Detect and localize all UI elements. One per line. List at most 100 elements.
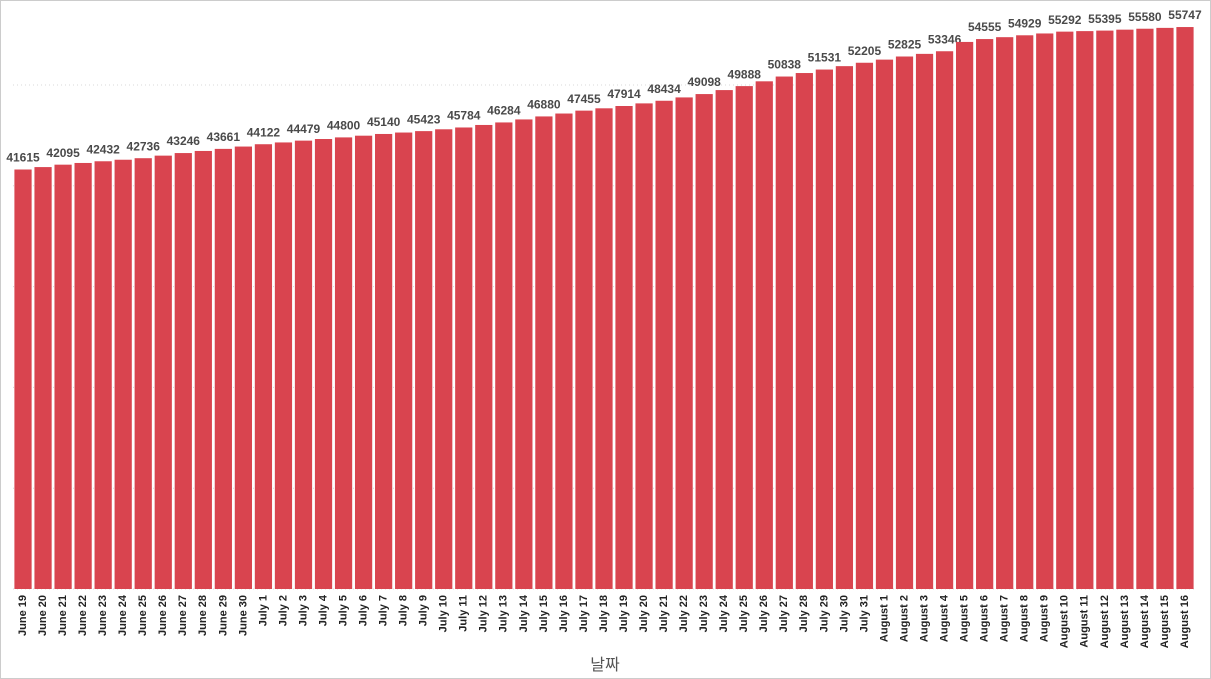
x-tick-label: August 11 [1079,595,1091,648]
x-tick-label: July 6 [357,595,369,626]
x-tick-label: July 7 [378,595,390,626]
x-tick-label: August 12 [1099,595,1111,648]
x-tick-label: June 25 [137,595,149,636]
x-tick-label: August 1 [878,595,890,642]
x-tick-label: July 14 [518,594,530,632]
x-tick-label: July 15 [538,595,550,632]
bar [254,144,273,590]
x-tick-label: July 9 [418,595,430,626]
bar [1056,31,1074,590]
bar [1036,33,1054,590]
x-tick-label: July 21 [658,595,670,632]
x-tick-label: July 17 [578,595,590,632]
value-label: 49098 [687,75,721,89]
x-tick-label: July 25 [738,595,750,632]
x-tick-label: August 9 [1039,595,1051,642]
x-tick-label: July 26 [758,595,770,632]
bar [1116,29,1134,589]
x-tick-label: July 19 [618,595,630,632]
bar [835,66,854,590]
x-tick-label: June 30 [237,595,249,636]
x-tick-label: July 30 [838,595,850,632]
bar [415,131,433,589]
bar [274,142,293,589]
bar [575,110,593,589]
bar [234,146,253,589]
bar [334,137,353,590]
value-label: 54555 [968,20,1002,34]
x-tick-label: July 2 [277,595,289,626]
bar [595,108,613,590]
bar [1016,35,1034,589]
bar [655,100,673,589]
bar [955,41,974,589]
x-tick-label: July 27 [778,595,790,632]
bar [615,106,633,589]
x-tick-label: June 29 [217,595,229,636]
x-tick-label: August 14 [1139,594,1151,648]
value-label: 45784 [447,109,481,123]
bar [34,167,52,590]
bar [1076,31,1094,590]
x-tick-label: July 18 [598,595,610,632]
x-tick-label: June 26 [157,595,169,636]
value-label: 48434 [647,82,681,96]
bar [54,164,72,590]
bar [875,59,894,589]
x-tick-label: July 16 [558,595,570,632]
bar [134,158,152,589]
bar [154,155,172,589]
value-label: 43246 [167,134,201,148]
value-label: 44479 [287,122,321,136]
bar [14,169,32,589]
bar [435,129,453,590]
bar [715,90,733,590]
value-label: 53346 [928,32,962,46]
bar [795,73,813,589]
bar [375,133,393,589]
value-label: 45423 [407,112,441,126]
bar [214,148,232,589]
value-label: 47455 [567,92,601,106]
x-tick-label: July 20 [638,595,650,632]
x-tick-label: August 10 [1059,595,1071,648]
bar [114,159,132,589]
bar [675,97,693,589]
x-tick-label: August 15 [1159,595,1171,648]
bar [74,162,92,589]
x-tick-label: August 16 [1179,595,1191,648]
bar [174,153,192,589]
x-tick-label: August 4 [938,594,950,642]
bar [395,132,413,589]
bar [775,76,793,589]
bar [1156,27,1174,589]
bar [996,37,1014,590]
bar [895,56,914,589]
bar [755,81,773,589]
value-label: 42432 [86,142,120,156]
x-tick-label: June 27 [177,595,189,636]
x-tick-label: August 5 [959,595,971,642]
bar [735,86,753,589]
value-label: 52825 [888,38,922,52]
value-label: 43661 [207,130,241,144]
value-label: 42095 [46,146,80,160]
bar [354,135,373,590]
x-tick-label: June 22 [77,595,89,636]
bar [935,51,954,589]
x-tick-label: June 23 [97,595,109,636]
bar [94,161,112,589]
x-tick-label: July 23 [698,595,710,632]
x-tick-label: July 24 [718,594,730,632]
value-label: 44122 [247,125,281,139]
x-axis-title: 날짜 [590,656,620,674]
bar [915,53,934,589]
x-tick-label: July 29 [818,595,830,632]
x-tick-label: July 4 [317,594,329,626]
x-tick-label: August 13 [1119,595,1131,648]
bar [455,127,473,589]
value-label: 49888 [728,67,762,81]
x-tick-label: July 3 [297,595,309,626]
x-tick-label: August 7 [999,595,1011,642]
